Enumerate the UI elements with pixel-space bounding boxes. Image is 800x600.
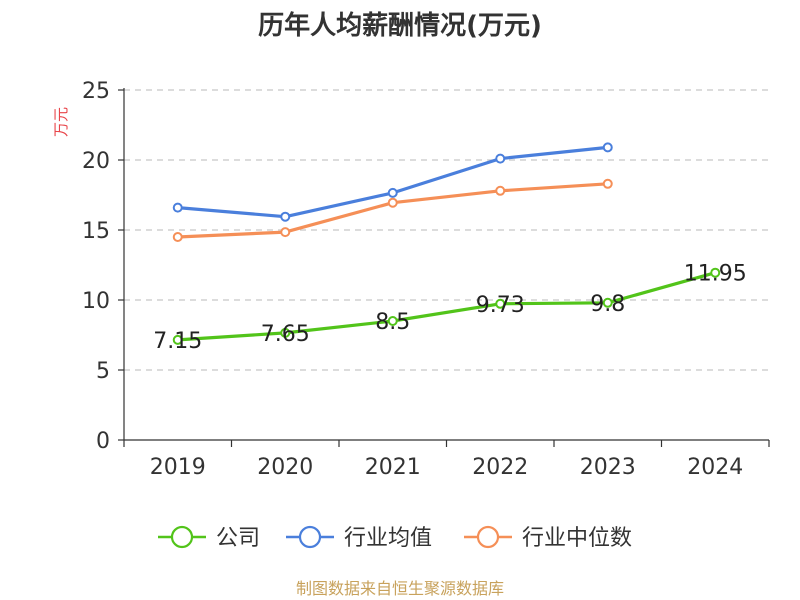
data-label: 9.8	[590, 292, 625, 317]
data-point[interactable]	[172, 334, 183, 345]
data-point[interactable]	[495, 185, 506, 196]
legend-marker	[170, 525, 194, 549]
x-tick-label: 2022	[472, 455, 528, 480]
data-point[interactable]	[387, 316, 398, 326]
grid-lines	[124, 89, 769, 371]
y-tick-label: 20	[82, 149, 110, 174]
data-point[interactable]	[280, 227, 291, 238]
data-point[interactable]	[602, 142, 613, 153]
x-tick-label: 2019	[150, 455, 206, 480]
data-label: 11.95	[684, 262, 747, 287]
axes: 0 5 10 15 20 25 2019 2020 2021 2022 2023 2024	[82, 79, 770, 480]
y-tick-label: 15	[82, 219, 110, 244]
y-tick-label: 0	[96, 429, 110, 454]
data-label: 8.5	[375, 310, 410, 335]
source-note: 制图数据来自恒生聚源数据库	[296, 579, 504, 598]
data-point[interactable]	[495, 298, 506, 309]
x-tick-label: 2021	[365, 455, 421, 480]
data-point[interactable]	[710, 267, 721, 278]
data-point[interactable]	[280, 327, 291, 338]
data-point[interactable]	[172, 232, 183, 242]
legend[interactable]: 公司 行业均值 行业中位数	[158, 525, 632, 551]
y-tick-label: 5	[96, 359, 110, 384]
data-point[interactable]	[602, 178, 613, 189]
legend-marker	[298, 525, 322, 549]
data-label: 7.65	[261, 322, 310, 347]
data-point[interactable]	[172, 202, 183, 213]
legend-label[interactable]: 公司	[216, 526, 260, 551]
x-tick-label: 2024	[687, 455, 743, 480]
data-label: 7.15	[153, 329, 202, 354]
data-point[interactable]	[602, 297, 613, 308]
y-tick-label: 25	[82, 79, 110, 104]
x-tick-label: 2023	[580, 455, 636, 480]
data-point[interactable]	[387, 197, 398, 208]
series-line	[176, 271, 717, 342]
data-point[interactable]	[280, 211, 291, 222]
data-label: 9.73	[476, 293, 525, 318]
legend-marker	[476, 525, 500, 549]
data-point[interactable]	[387, 187, 398, 198]
series-layer	[172, 142, 721, 345]
y-axis-label: 万元	[52, 107, 70, 137]
data-labels: 7.15 7.65 8.5 9.73 9.8 11.95	[153, 262, 746, 354]
data-point[interactable]	[495, 153, 506, 164]
y-tick-label: 10	[82, 289, 110, 314]
chart-title: 历年人均薪酬情况(万元)	[258, 10, 542, 41]
x-tick-label: 2020	[257, 455, 313, 480]
legend-label[interactable]: 行业中位数	[522, 526, 632, 551]
legend-label[interactable]: 行业均值	[344, 526, 432, 551]
